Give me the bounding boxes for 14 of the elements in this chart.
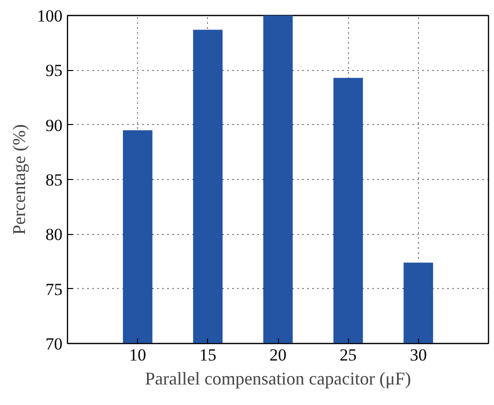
y-tick-label: 75 bbox=[46, 280, 62, 299]
x-tick-label: 10 bbox=[129, 346, 146, 364]
y-tick-label: 100 bbox=[37, 6, 62, 26]
y-tick-label: 90 bbox=[46, 116, 62, 135]
x-tick-label: 15 bbox=[199, 346, 216, 364]
y-tick-label: 95 bbox=[46, 61, 62, 80]
x-tick-label: 25 bbox=[340, 346, 357, 364]
x-tick-label: 20 bbox=[270, 346, 286, 364]
y-tick-label: 85 bbox=[46, 170, 62, 190]
y-tick-label: 70 bbox=[46, 334, 62, 354]
x-tick-label: 30 bbox=[410, 346, 427, 364]
y-axis-title: Percentage (%) bbox=[9, 124, 29, 235]
y-tick-label: 80 bbox=[46, 225, 62, 244]
x-axis-title: Parallel compensation capacitor (μF) bbox=[144, 368, 412, 388]
